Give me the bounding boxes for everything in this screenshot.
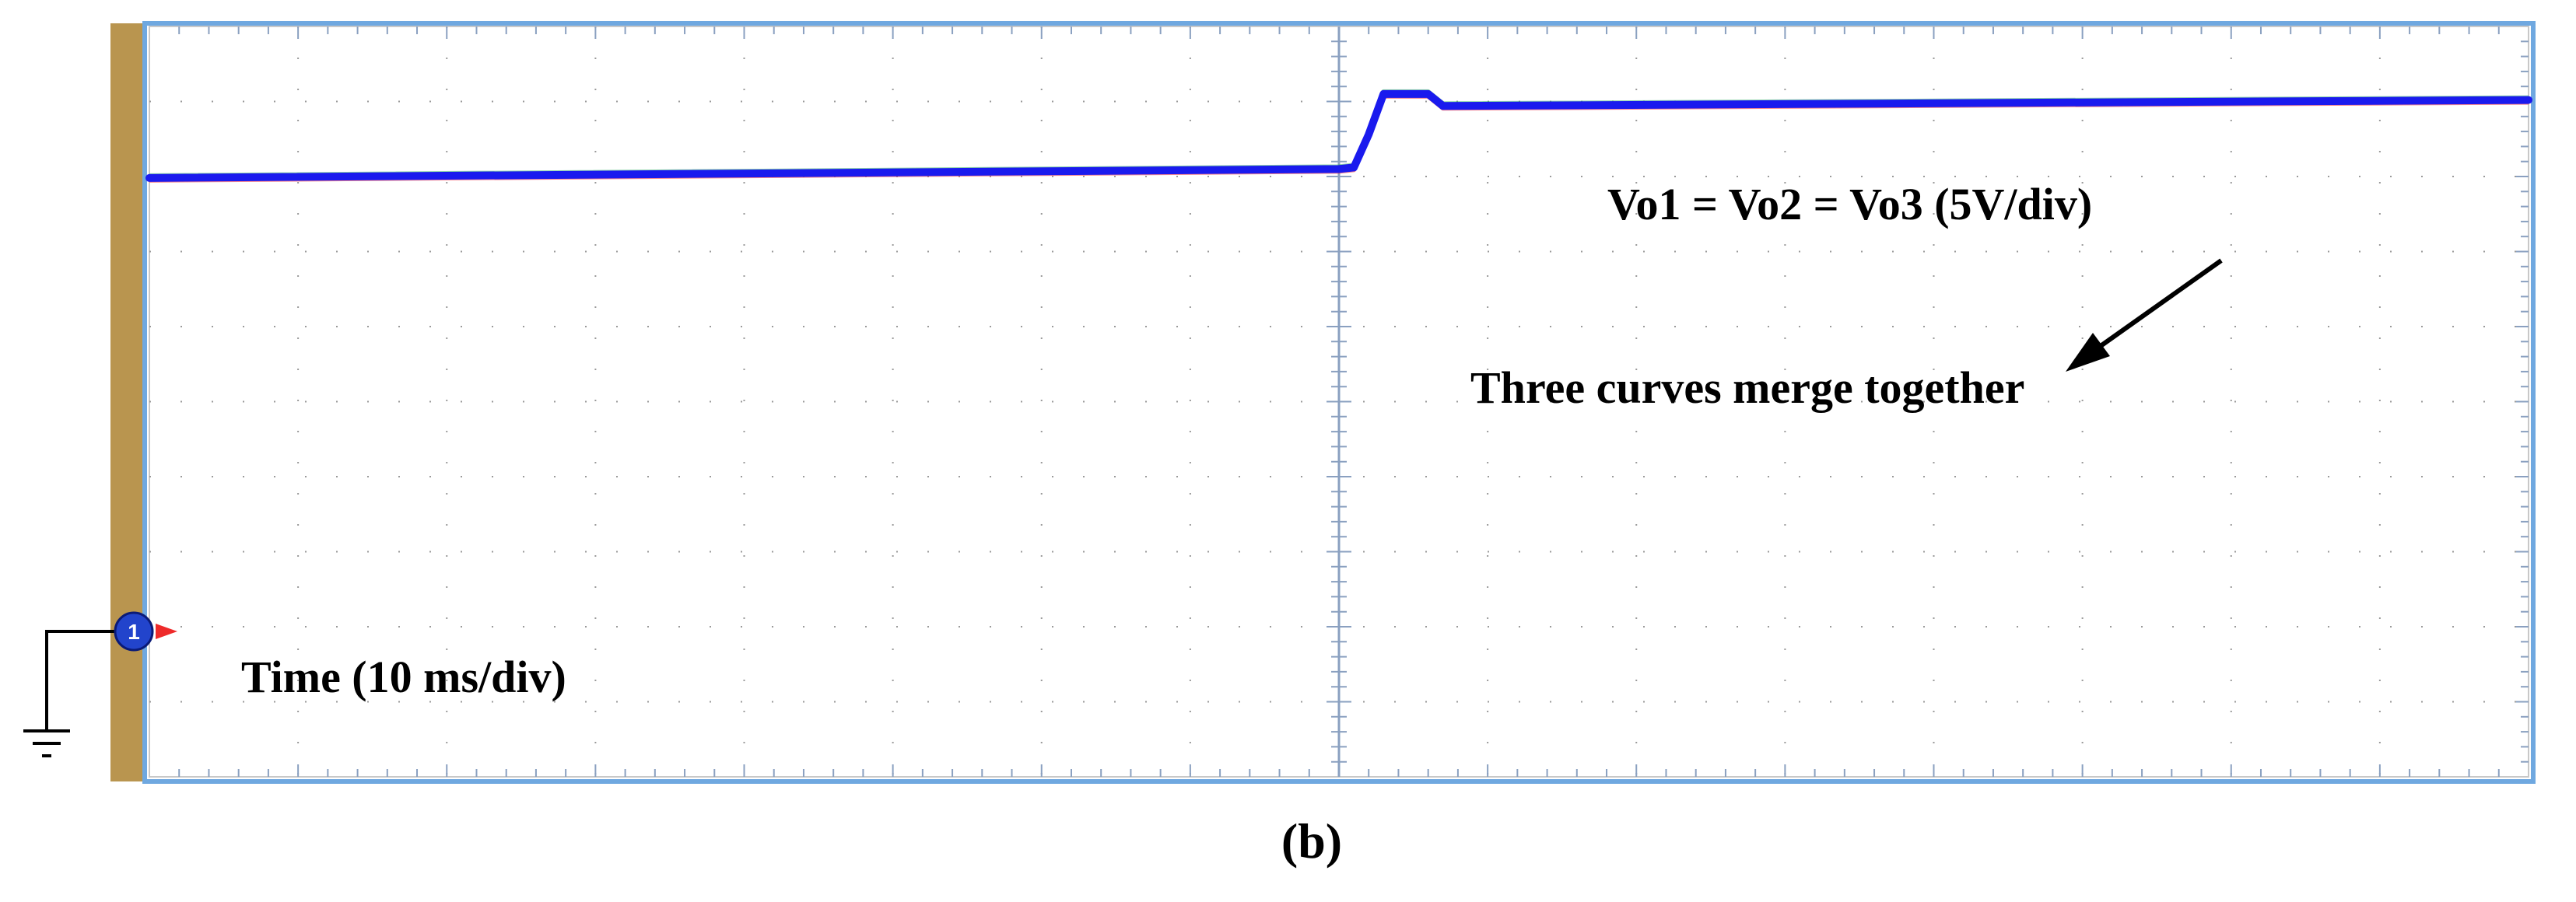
channel-1-marker: 1: [114, 611, 177, 652]
x-axis-label: Time (10 ms/div): [241, 652, 566, 702]
annotation-arrow: [2066, 258, 2223, 372]
trace-layer: [145, 89, 2532, 183]
ground-symbol: [23, 630, 132, 757]
grid: [149, 26, 2529, 777]
series-label: Vo1 = Vo2 = Vo3 (5V/div): [1607, 179, 2092, 229]
channel-1-label: 1: [128, 620, 140, 644]
series-trace: [145, 89, 2532, 182]
figure-caption: (b): [1281, 813, 1342, 869]
annotation-text: Three curves merge together: [1470, 362, 2024, 413]
channel-1-arrow-icon: [156, 624, 177, 639]
axis-ticks: [178, 26, 2529, 777]
scope-bezel: [110, 23, 145, 781]
